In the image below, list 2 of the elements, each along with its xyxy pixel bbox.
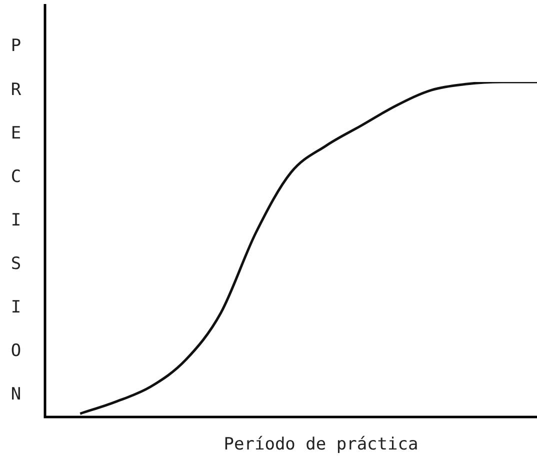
text: PRECISION [10,36,22,405]
x-axis-title: Período de práctica [224,434,418,454]
